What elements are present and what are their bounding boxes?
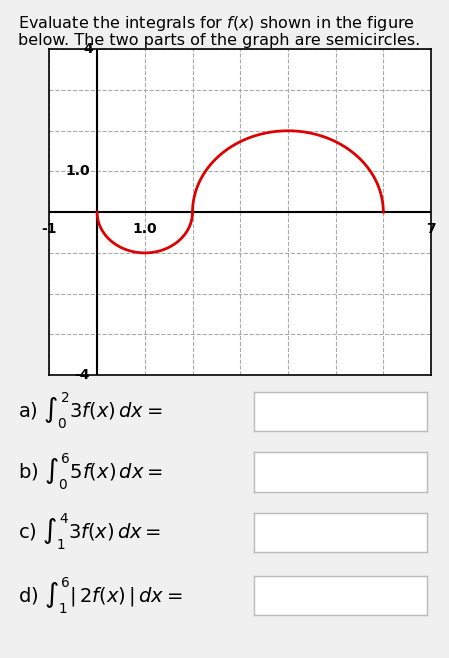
Text: b) $\int_0^{6} 5f(x)\, dx =$: b) $\int_0^{6} 5f(x)\, dx =$: [18, 451, 163, 492]
Text: -4: -4: [75, 368, 90, 382]
Text: 1.0: 1.0: [65, 164, 90, 178]
Text: Evaluate the integrals for $f(x)$ shown in the figure: Evaluate the integrals for $f(x)$ shown …: [18, 14, 415, 34]
Text: 4: 4: [84, 42, 93, 57]
Text: below. The two parts of the graph are semicircles.: below. The two parts of the graph are se…: [18, 33, 420, 48]
Text: 1.0: 1.0: [132, 222, 157, 236]
Text: 7: 7: [426, 222, 436, 236]
Text: a) $\int_0^{2} 3f(x)\, dx =$: a) $\int_0^{2} 3f(x)\, dx =$: [18, 391, 163, 432]
Text: -1: -1: [42, 222, 57, 236]
Text: d) $\int_1^{6} |\, 2f(x)\, |\, dx =$: d) $\int_1^{6} |\, 2f(x)\, |\, dx =$: [18, 575, 182, 616]
Text: c) $\int_1^{4} 3f(x)\, dx =$: c) $\int_1^{4} 3f(x)\, dx =$: [18, 512, 161, 553]
